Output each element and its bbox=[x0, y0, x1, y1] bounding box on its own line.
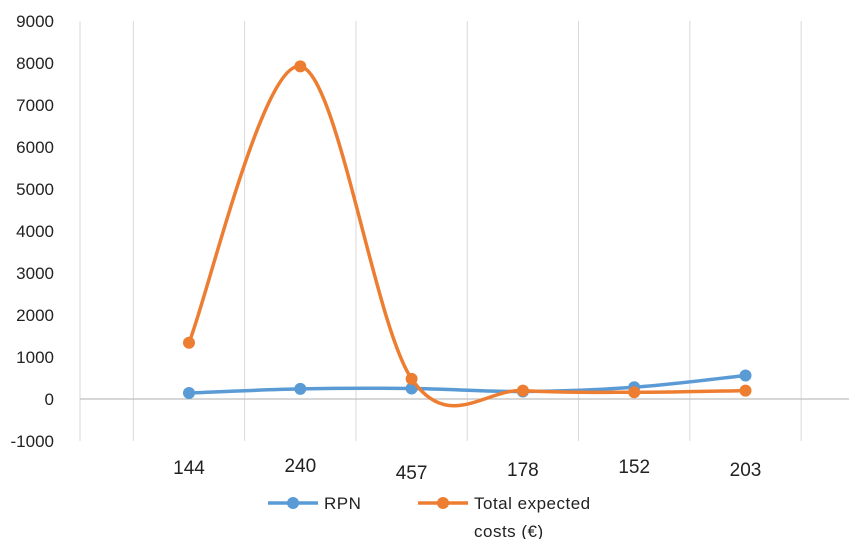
series-total-expected-costs bbox=[183, 60, 752, 408]
x-category-label: 240 bbox=[284, 456, 316, 477]
x-category-label: 457 bbox=[396, 463, 428, 484]
legend-item: Total expected costs (€) bbox=[418, 494, 591, 539]
x-category-label: 144 bbox=[173, 458, 205, 479]
y-tick-label: 3000 bbox=[16, 264, 54, 283]
legend-item: RPN bbox=[268, 494, 361, 513]
data-point bbox=[294, 60, 307, 73]
y-tick-label: 9000 bbox=[16, 12, 54, 31]
x-category-label: 152 bbox=[618, 457, 650, 478]
y-axis-tick-labels: -1000 0 1000 2000 3000 4000 5000 6000 7000 8000 90… bbox=[11, 12, 54, 451]
y-tick-label: 4000 bbox=[16, 222, 54, 241]
y-tick-label: 5000 bbox=[16, 180, 54, 199]
x-category-label: 178 bbox=[507, 460, 539, 481]
series-line bbox=[187, 373, 748, 395]
y-tick-label: 0 bbox=[45, 390, 54, 409]
legend-label: RPN bbox=[324, 494, 361, 513]
data-point bbox=[183, 336, 195, 349]
legend-swatch-marker bbox=[287, 497, 299, 509]
legend-label: costs (€) bbox=[474, 522, 544, 539]
data-point bbox=[405, 372, 418, 385]
series-rpn bbox=[183, 369, 752, 399]
y-tick-label: 8000 bbox=[16, 54, 54, 73]
x-axis-category-labels: 144 240 457 178 152 203 bbox=[173, 456, 761, 484]
data-point bbox=[739, 384, 752, 397]
series-lines bbox=[183, 60, 752, 408]
x-category-label: 203 bbox=[730, 460, 762, 481]
y-tick-label: 2000 bbox=[16, 306, 54, 325]
y-tick-label: 7000 bbox=[16, 96, 54, 115]
legend-label: Total expected bbox=[474, 494, 591, 513]
y-tick-label: 1000 bbox=[16, 348, 54, 367]
legend-swatch-marker bbox=[437, 497, 449, 509]
legend: RPN Total expected costs (€) bbox=[268, 494, 591, 539]
data-point bbox=[628, 386, 641, 399]
data-point bbox=[183, 386, 195, 399]
data-point bbox=[294, 382, 307, 395]
data-point bbox=[516, 384, 529, 397]
data-point bbox=[739, 369, 752, 382]
y-tick-label: -1000 bbox=[11, 432, 54, 451]
gridlines bbox=[79, 21, 849, 441]
y-tick-label: 6000 bbox=[16, 138, 54, 157]
